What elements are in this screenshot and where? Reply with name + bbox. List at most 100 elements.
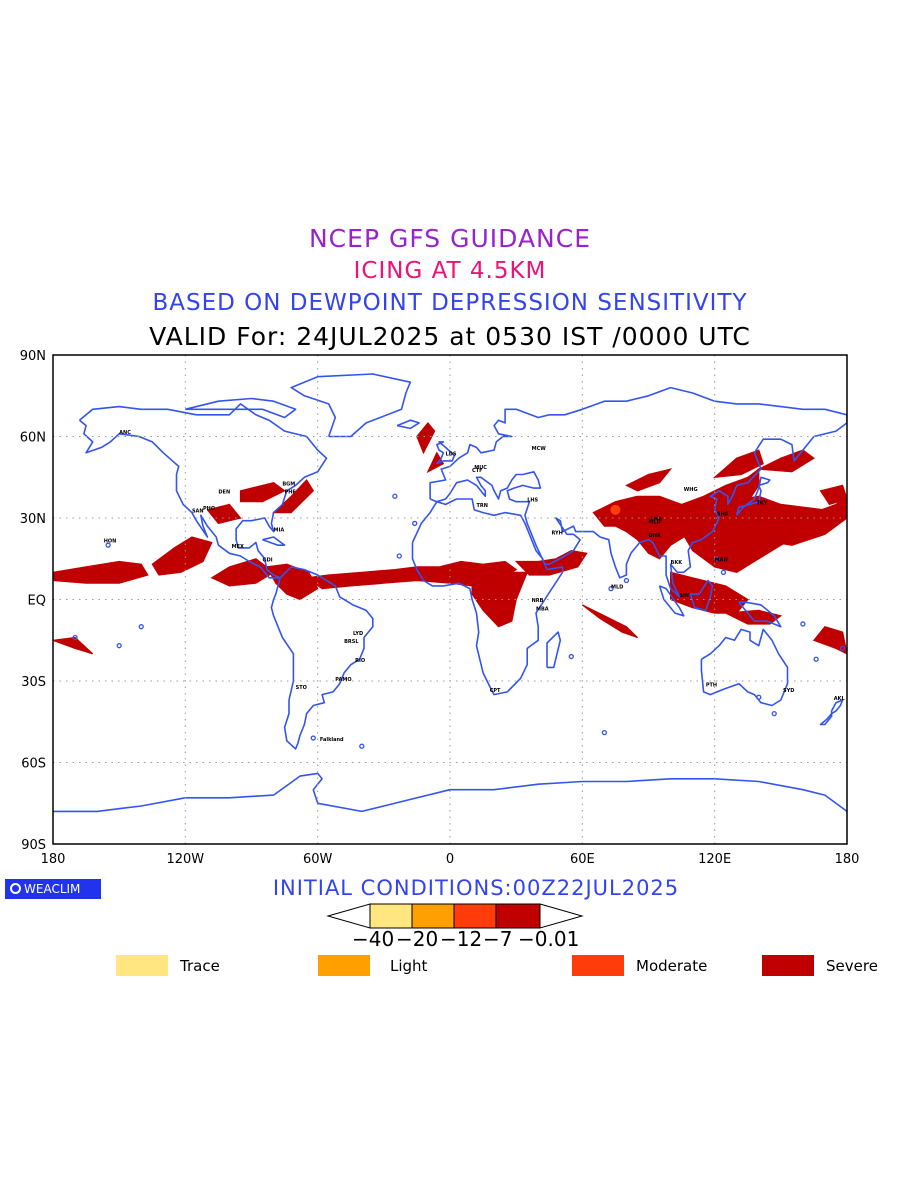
station-label: PHF	[285, 490, 296, 496]
station-label: RYH	[551, 530, 562, 536]
coastline	[819, 699, 844, 726]
station-label: AKL	[834, 696, 846, 702]
title-line-3: BASED ON DEWPOINT DEPRESSION SENSITIVITY	[152, 290, 748, 316]
station-label: HON	[104, 538, 117, 544]
island	[601, 729, 608, 736]
station-label: SAN	[192, 509, 204, 515]
station-label: DEN	[218, 490, 230, 496]
latitude-label: 30N	[20, 512, 46, 527]
moderate-icing-patch	[610, 504, 621, 515]
island	[839, 645, 846, 652]
coastline	[738, 601, 782, 628]
island	[359, 743, 365, 749]
coastline	[396, 419, 420, 430]
station-label: MIA	[274, 528, 285, 534]
coastlines	[53, 373, 847, 813]
station-label: RIO	[355, 658, 365, 664]
island	[756, 694, 762, 700]
island	[105, 542, 111, 548]
latitude-label: EQ	[28, 594, 46, 609]
station-label: LHA	[651, 517, 662, 523]
station-label: STO	[296, 685, 307, 691]
latitude-label: 90N	[20, 349, 46, 364]
island	[608, 585, 614, 592]
latitude-label: 30S	[21, 675, 46, 690]
station-label: LDS	[446, 452, 457, 458]
coastline	[435, 441, 456, 465]
station-label: BKK	[671, 560, 684, 566]
longitude-label: 60E	[570, 852, 595, 867]
longitude-label: 180	[41, 852, 66, 867]
severe-icing-patch	[746, 495, 847, 546]
station-label: Falkland	[320, 737, 344, 743]
island	[392, 493, 398, 499]
valid-time-title: VALID For: 24JUL2025 at 0530 IST /0000 U…	[149, 322, 751, 351]
station-label: PHO	[203, 506, 215, 512]
severe-icing-patch	[53, 560, 149, 584]
station-label: MCW	[532, 446, 547, 452]
island	[310, 735, 316, 741]
island	[623, 577, 630, 584]
station-label: SHA	[717, 511, 729, 517]
severe-icing-patch	[581, 604, 638, 639]
severe-icing-patch	[712, 449, 764, 479]
severe-icing-patch	[53, 636, 94, 655]
severe-icing-patch	[206, 503, 242, 525]
station-label: LHS	[527, 498, 538, 504]
legend-label-severe: Severe	[826, 957, 878, 975]
initial-conditions: INITIAL CONDITIONS:00Z22JUL2025	[272, 876, 680, 900]
island	[412, 520, 418, 527]
colorbar-right-arrow	[539, 903, 584, 929]
coastline	[53, 772, 847, 813]
colorbar-left-arrow	[326, 903, 371, 929]
legend-swatch-trace	[116, 955, 168, 976]
latitude-label: 90S	[21, 838, 46, 853]
icing-colorbar	[326, 903, 584, 929]
island	[396, 553, 402, 559]
station-label: MUC	[474, 465, 487, 471]
coastline	[78, 403, 328, 579]
severe-icing-patch	[304, 560, 518, 590]
weaclim-logo: WEACLIM	[5, 879, 101, 899]
coastline	[429, 386, 847, 598]
legend-swatch-light	[318, 955, 370, 976]
legend-swatch-severe	[762, 955, 814, 976]
severe-icing-patch	[625, 468, 673, 492]
station-label: BGM	[282, 481, 295, 487]
longitude-label: 180	[835, 852, 860, 867]
severe-icing-patch	[239, 482, 286, 503]
island	[720, 569, 727, 575]
coastline	[411, 498, 564, 696]
colorbar-moderate	[453, 903, 497, 929]
colorbar-tick: −7	[483, 927, 513, 951]
colorbar-tick: −20	[396, 927, 439, 951]
station-label: LYD	[353, 631, 363, 637]
station-label: PAMO	[335, 677, 351, 683]
island	[138, 624, 144, 630]
latitude-label: 60S	[21, 757, 46, 772]
coastline	[700, 628, 789, 707]
latitude-labels: 90N 60N 30N EQ 30S 60S 90S	[20, 349, 46, 853]
island	[72, 634, 78, 641]
station-label: MBA	[536, 606, 549, 612]
station-label: SYD	[783, 688, 794, 694]
island	[800, 621, 806, 627]
logo-text: WEACLIM	[24, 882, 81, 896]
longitude-label: 60W	[303, 852, 333, 867]
island	[813, 656, 819, 662]
graticule	[53, 355, 847, 844]
colorbar-tick: −40	[352, 927, 395, 951]
station-label: MEX	[232, 544, 244, 550]
logo-ring-icon	[10, 883, 21, 894]
severe-icing-areas	[53, 421, 847, 655]
island	[116, 643, 122, 649]
longitude-label: 120E	[698, 852, 731, 867]
station-label: PTH	[706, 682, 717, 688]
station-label: WHG	[684, 487, 698, 493]
coastline	[735, 476, 771, 516]
station-label: ANC	[119, 430, 131, 436]
longitude-labels: 180 120W 60W 0 60E 120E 180	[41, 852, 860, 867]
longitude-label: 120W	[166, 852, 204, 867]
colorbar-tick: −0.01	[518, 927, 580, 951]
station-label: MAN	[715, 557, 728, 563]
